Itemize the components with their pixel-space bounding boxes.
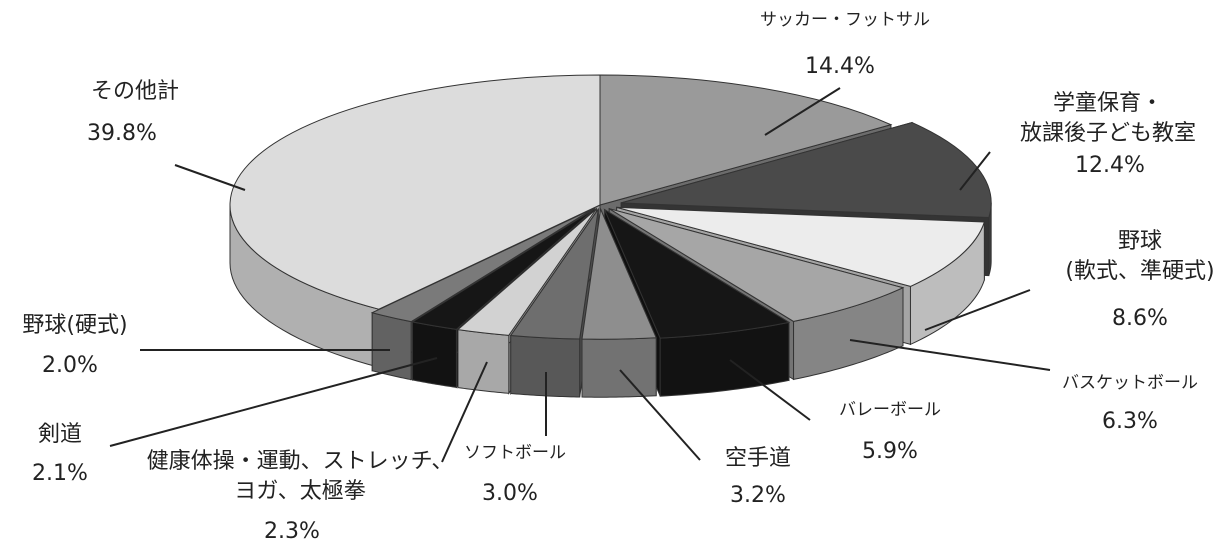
slice-label-10: 野球(硬式)	[22, 313, 127, 338]
pie-slice-7	[509, 208, 599, 340]
slice-value-10: 2.0%	[42, 353, 98, 378]
slice-value-2: 12.4%	[1075, 153, 1145, 178]
slice-rim-6-0	[581, 337, 657, 398]
leader-line-6	[619, 369, 701, 461]
pie-slice-3	[616, 206, 986, 287]
slice-rim-9-0	[411, 321, 457, 388]
slice-value-7: 3.0%	[482, 481, 538, 506]
slice-label-line: 健康体操・運動、ストレッチ、	[147, 449, 454, 474]
slice-value-1: 14.4%	[805, 54, 875, 79]
pie-slice-9	[411, 208, 596, 330]
slice-label-4: バスケットボール	[1062, 373, 1198, 393]
leader-line-1	[764, 87, 841, 136]
slice-label-line: 野球(硬式)	[22, 313, 127, 338]
pie-slice-6	[581, 207, 657, 340]
slice-value-6: 3.2%	[730, 483, 786, 508]
slice-value-11: 39.8%	[87, 121, 157, 146]
leader-line-3	[924, 289, 1031, 331]
slice-label-1: サッカー・フットサル	[760, 10, 930, 30]
slice-label-line: バスケットボール	[1062, 373, 1198, 393]
slice-value-4: 6.3%	[1102, 409, 1158, 434]
slice-label-line: ソフトボール	[464, 443, 566, 463]
slice-label-line: その他計	[91, 79, 179, 104]
slice-label-7: ソフトボール	[464, 443, 566, 463]
slice-value-8: 2.3%	[264, 519, 320, 544]
slice-label-line: バレーボール	[839, 400, 941, 420]
pie-slice-5	[603, 208, 791, 339]
slice-label-6: 空手道	[725, 446, 791, 471]
pie-slice-10	[370, 208, 594, 323]
slice-rim-8-0	[457, 329, 510, 394]
slice-label-8: 健康体操・運動、ストレッチ、ヨガ、太極拳	[147, 449, 454, 504]
pie-slice-4	[608, 208, 905, 322]
slice-value-9: 2.1%	[32, 461, 88, 486]
slice-label-line: 野球	[1118, 229, 1162, 254]
slice-label-line: 空手道	[725, 446, 791, 471]
slice-value-5: 5.9%	[862, 439, 918, 464]
slice-label-5: バレーボール	[839, 400, 941, 420]
slice-label-line: 剣道	[38, 422, 82, 447]
leader-line-8	[441, 361, 488, 463]
pie-slice-1	[599, 74, 893, 206]
leader-line-9	[109, 357, 438, 447]
slice-label-9: 剣道	[38, 422, 82, 447]
slice-label-11: その他計	[91, 79, 179, 104]
slice-label-2: 学童保育・放課後子ども教室	[1020, 91, 1196, 146]
leader-line-11	[174, 164, 246, 191]
slice-label-line: (軟式、準硬式)	[1065, 259, 1214, 284]
slice-label-3: 野球 (軟式、準硬式)	[1065, 229, 1214, 284]
leader-line-4	[849, 339, 1051, 371]
slice-value-3: 8.6%	[1112, 306, 1168, 331]
pie-slice-11	[229, 74, 601, 310]
slice-label-line: ヨガ、太極拳	[234, 479, 366, 504]
slice-label-line: 放課後子ども教室	[1020, 121, 1196, 146]
leader-line-5	[729, 359, 811, 421]
slice-label-line: 学童保育・	[1053, 91, 1163, 116]
leader-line-2	[959, 151, 991, 191]
pie-slice-8	[456, 208, 597, 336]
slice-label-line: サッカー・フットサル	[760, 10, 930, 30]
